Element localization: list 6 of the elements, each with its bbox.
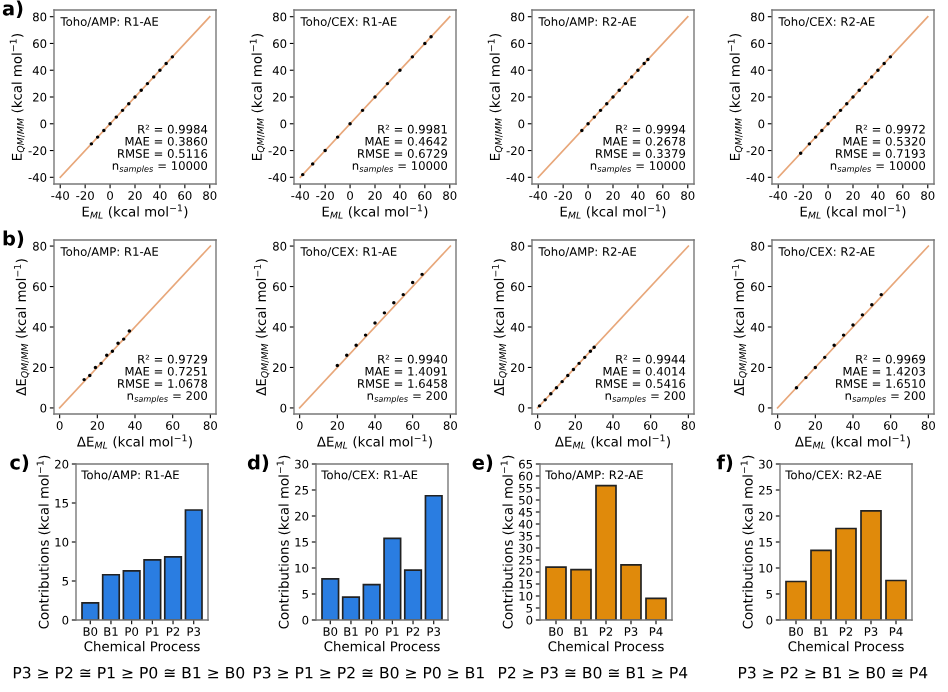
text: c) [10,454,29,472]
text: d) [247,454,269,472]
text: b) [3,230,24,248]
text: e) [472,454,493,472]
text: f) [716,454,733,472]
text: a) [2,0,23,18]
